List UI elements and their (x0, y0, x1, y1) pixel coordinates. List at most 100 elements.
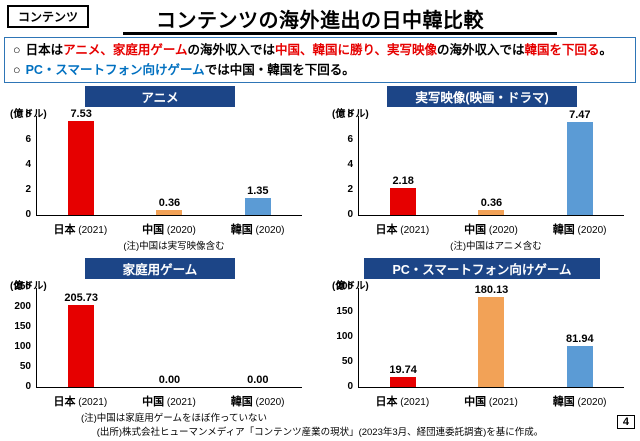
y-tick-label: 150 (14, 321, 31, 332)
x-axis-category: 中国 (464, 396, 487, 408)
bullet-text-segment: 日本は (25, 43, 64, 57)
bar-value-label: 81.94 (566, 332, 594, 345)
bullet-text-segment: の海外収入では (187, 43, 275, 57)
x-axis-labels: 日本 (2021) 中国 (2021) 韓国 (2020) (358, 392, 624, 410)
bullet-mark: ○ (13, 43, 21, 57)
bar (478, 297, 505, 387)
plot-area: 205.73 0.00 0.00 (36, 288, 302, 388)
x-axis-year: (2020) (486, 225, 518, 236)
bar-group-韓国: 0.00 (214, 288, 301, 387)
x-axis-year: (2021) (75, 225, 108, 236)
x-axis-year: (2021) (397, 397, 430, 408)
plot-area: 2.18 0.36 7.47 (358, 109, 624, 216)
x-axis-category: 韓国 (552, 396, 575, 408)
bar-value-label: 0.00 (158, 373, 181, 386)
bullet-text-segment: 韓国を下回る (524, 43, 600, 57)
x-axis-year: (2020) (252, 397, 285, 408)
y-tick-label: 0 (25, 381, 31, 392)
y-tick-label: 100 (336, 331, 353, 342)
bullet-mark: ○ (13, 63, 21, 77)
chart-console-games: 家庭用ゲーム (億ドル) 0 50 100 150 200 250 205.73 0.00 0… (8, 258, 312, 430)
bar (566, 122, 593, 215)
x-axis-year: (2020) (574, 225, 607, 236)
y-tick-label: 100 (14, 341, 31, 352)
bar-value-label: 2.18 (392, 174, 414, 187)
plot-wrap: 0 2 4 6 8 2.18 0.36 7.47 (334, 109, 624, 220)
plot-wrap: 0 50 100 150 200 19.74 180.13 81.94 (334, 282, 624, 392)
x-axis-year: (2021) (397, 225, 430, 236)
y-axis-unit: (億ドル) (332, 281, 369, 292)
bullet-text-segment: 中国、韓国に勝り、実写映像 (274, 43, 437, 57)
x-axis-label: 韓国 (2020) (536, 220, 624, 238)
bar-value-label: 7.53 (70, 107, 92, 120)
x-axis-label: 中国 (2021) (447, 392, 535, 410)
chart-title: 家庭用ゲーム (85, 258, 235, 279)
x-axis-label: 日本 (2021) (358, 392, 446, 410)
x-axis-year: (2021) (164, 397, 196, 408)
plot-area: 7.53 0.36 1.35 (36, 108, 302, 216)
x-axis-label: 韓国 (2020) (214, 220, 302, 238)
y-axis-ticks: 0 2 4 6 8 (12, 110, 36, 220)
plot-wrap: 0 50 100 150 200 250 205.73 0.00 0.00 (12, 282, 302, 392)
y-tick-label: 200 (336, 281, 353, 292)
bar-group-日本: 205.73 (37, 288, 124, 387)
y-tick-label: 8 (25, 109, 31, 120)
bar-group-日本: 7.53 (37, 108, 124, 215)
y-tick-label: 200 (14, 301, 31, 312)
x-axis-year: (2020) (252, 225, 285, 236)
summary-bullet: ○ PC・スマートフォン向けゲームでは中国・韓国を下回る。 (13, 60, 627, 80)
y-tick-label: 0 (347, 209, 353, 220)
x-axis-label: 韓国 (2020) (536, 392, 624, 410)
bar-group-日本: 2.18 (359, 116, 446, 215)
x-axis-labels: 日本 (2021) 中国 (2020) 韓国 (2020) (36, 220, 302, 238)
y-tick-label: 150 (336, 306, 353, 317)
y-tick-label: 2 (25, 184, 31, 195)
x-axis-label: 日本 (2021) (36, 220, 124, 238)
y-tick-label: 6 (25, 134, 31, 145)
bullet-text-segment: の海外収入では (437, 43, 525, 57)
x-axis-label: 韓国 (2020) (214, 392, 302, 410)
y-tick-label: 50 (19, 361, 31, 372)
bar-value-label: 7.47 (569, 108, 591, 121)
y-axis-unit: (億ドル) (10, 281, 47, 292)
bar-value-label: 0.36 (480, 196, 503, 209)
x-axis-category: 中国 (464, 224, 487, 236)
bar (156, 210, 183, 215)
x-axis-category: 日本 (53, 224, 76, 236)
x-axis-category: 日本 (53, 396, 76, 408)
y-tick-label: 250 (14, 281, 31, 292)
bar (390, 377, 417, 387)
y-axis-unit: (億ドル) (10, 109, 47, 120)
page-title: コンテンツの海外進出の日中韓比較 (156, 10, 484, 32)
chart-pc-smartphone-games: PC・スマートフォン向けゲーム (億ドル) 0 50 100 150 200 19.74… (330, 258, 634, 430)
x-axis-category: 韓国 (230, 224, 253, 236)
bullet-text-segment: PC・スマートフォン向けゲーム (25, 63, 205, 77)
x-axis-category: 韓国 (552, 224, 575, 236)
x-axis-category: 中国 (142, 396, 165, 408)
x-axis-category: 中国 (142, 224, 165, 236)
bar-value-label: 180.13 (474, 283, 509, 296)
chart-title: PC・スマートフォン向けゲーム (364, 258, 600, 279)
bar (68, 121, 95, 215)
plot-area: 19.74 180.13 81.94 (358, 284, 624, 388)
summary-bullet: ○ 日本はアニメ、家庭用ゲームの海外収入では中国、韓国に勝り、実写映像の海外収入で… (13, 40, 627, 60)
y-tick-label: 0 (25, 209, 31, 220)
bar (390, 188, 417, 215)
category-tag: コンテンツ (7, 5, 90, 28)
bar-group-日本: 19.74 (359, 288, 446, 387)
bar-group-中国: 180.13 (448, 284, 535, 387)
bar-value-label: 1.35 (247, 184, 269, 197)
bar (244, 198, 271, 215)
bar-group-韓国: 1.35 (214, 116, 301, 215)
x-axis-year: (2021) (75, 397, 108, 408)
y-tick-label: 6 (347, 134, 353, 145)
chart-live-action-video: 実写映像(映画・ドラマ) (億ドル) 0 2 4 6 8 2.18 0.36 7.47 日本… (330, 86, 634, 258)
y-tick-label: 0 (347, 381, 353, 392)
x-axis-label: 中国 (2020) (447, 220, 535, 238)
summary-box: ○ 日本はアニメ、家庭用ゲームの海外収入では中国、韓国に勝り、実写映像の海外収入で… (4, 37, 636, 83)
chart-note: (注)中国は実写映像含む (123, 241, 225, 252)
x-axis-label: 日本 (2021) (358, 220, 446, 238)
x-axis-year: (2021) (486, 397, 518, 408)
bar-group-中国: 0.00 (126, 288, 213, 387)
